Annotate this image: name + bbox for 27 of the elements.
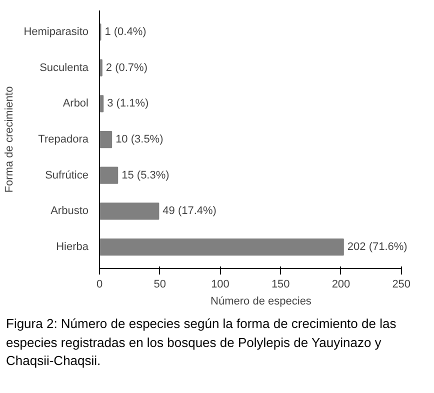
bar bbox=[100, 238, 344, 256]
y-tick-label: Hierba bbox=[56, 241, 90, 253]
x-axis-title: Número de especies bbox=[210, 296, 312, 308]
y-tick-label: Hemiparasito bbox=[24, 26, 89, 38]
data-label: 2 (0.7%) bbox=[106, 62, 148, 74]
y-tick-label: Arbusto bbox=[50, 205, 89, 218]
bar bbox=[100, 130, 112, 148]
data-label: 10 (3.5%) bbox=[116, 134, 164, 146]
y-tick-label: Sufrútice bbox=[45, 169, 89, 182]
x-tick-label: 200 bbox=[332, 278, 350, 290]
data-label: 1 (0.4%) bbox=[104, 26, 146, 38]
x-tick-label: 100 bbox=[211, 278, 230, 290]
x-tick-label: 250 bbox=[392, 278, 411, 290]
bar bbox=[100, 166, 118, 184]
y-tick-label: Trepadora bbox=[38, 134, 90, 146]
x-tick-label: 50 bbox=[154, 278, 166, 290]
x-tick-label: 0 bbox=[96, 278, 103, 290]
bar bbox=[100, 202, 160, 220]
data-label: 49 (17.4%) bbox=[162, 205, 216, 218]
y-tick-label: Suculenta bbox=[40, 62, 90, 74]
text: Figura 2: Número de especies según la forma de crecimiento de las especies registradas en los bosques de Polylepis de Yauyinazo y Chaqsii-Chaqsii. bbox=[6, 315, 398, 370]
data-label: 15 (5.3%) bbox=[122, 169, 170, 182]
data-label: 202 (71.6%) bbox=[347, 241, 408, 253]
data-label: 3 (1.1%) bbox=[107, 98, 149, 110]
y-axis-title: Forma de crecimiento bbox=[4, 86, 16, 193]
x-tick-label: 150 bbox=[271, 278, 290, 290]
y-tick-label: Arbol bbox=[62, 98, 89, 110]
